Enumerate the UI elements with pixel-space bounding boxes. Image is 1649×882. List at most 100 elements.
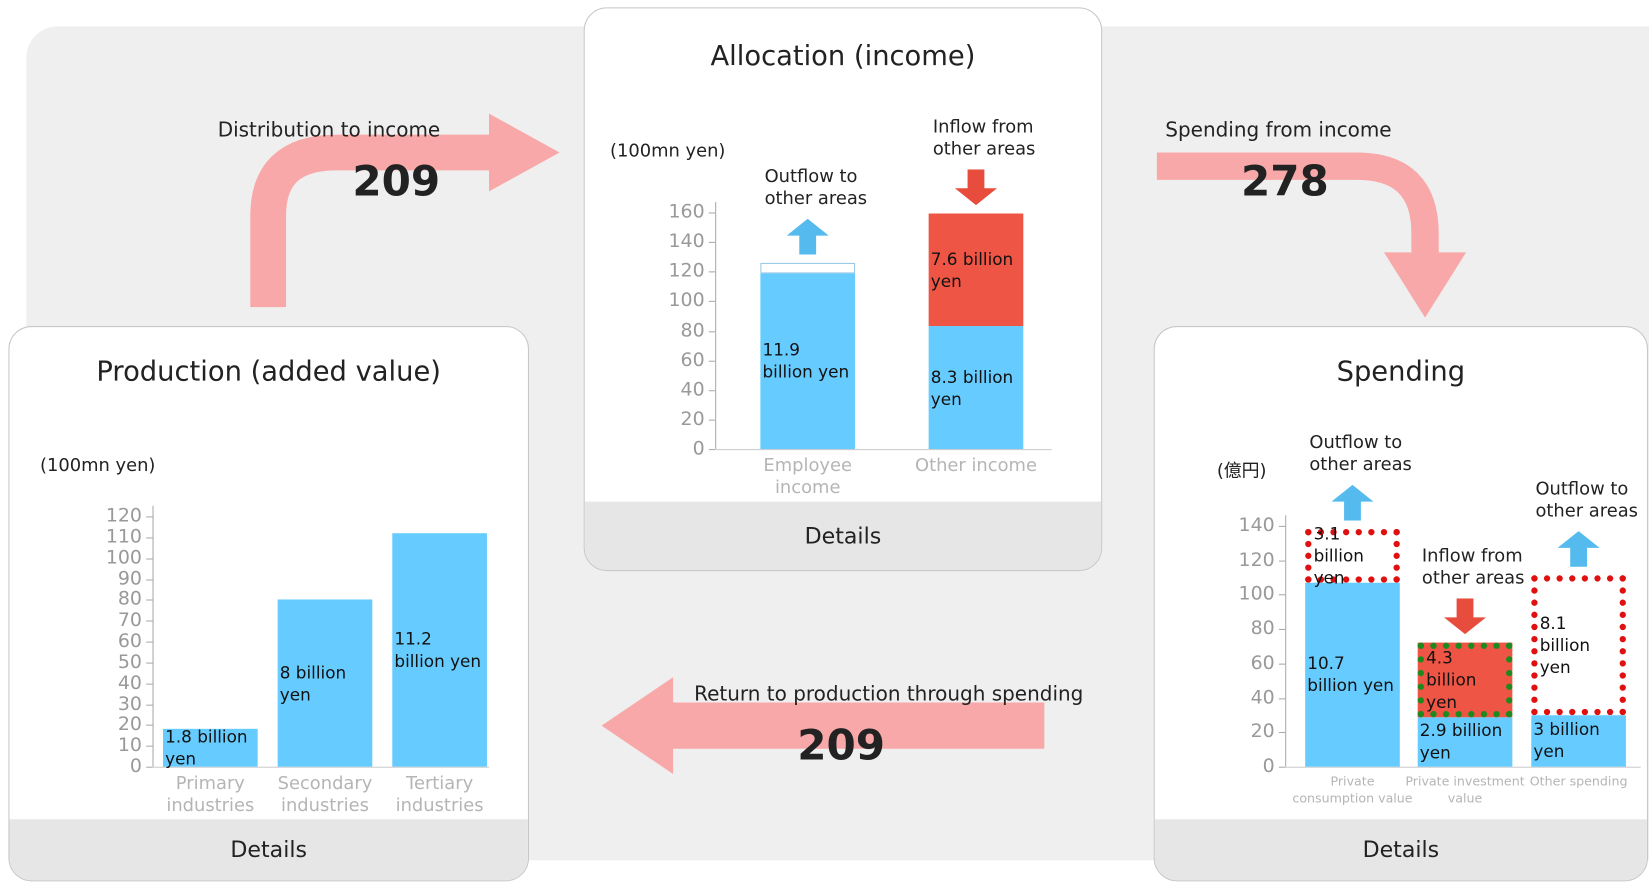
x-tick-label: Tertiary industries (395, 772, 484, 817)
flow-arrow-icon (1443, 598, 1487, 635)
flow-label: Spending from income (1165, 118, 1392, 142)
y-tick-mark (708, 330, 716, 332)
y-tick-label: 40 (117, 671, 142, 694)
y-tick-mark (1278, 525, 1286, 527)
arrow-shape (1557, 531, 1600, 568)
details-button[interactable]: Details (1154, 819, 1647, 881)
bar-segment: 10.7 billion yen (1305, 582, 1400, 767)
y-tick-label: 80 (680, 319, 705, 342)
annotation: Outflow to other areas (1535, 478, 1649, 568)
value-label: 8.1 billion yen (1539, 613, 1591, 678)
y-axis (715, 201, 717, 450)
flow-arrow-icon (954, 169, 998, 206)
bar-segment: 2.9 billion yen (1417, 716, 1513, 767)
y-tick-mark (708, 271, 716, 273)
annotation-text: Inflow from other areas (1421, 546, 1525, 590)
arrow-shape (1331, 485, 1374, 521)
y-axis (1285, 515, 1287, 767)
value-label: 3 billion yen (1533, 719, 1600, 762)
value-label: 8 billion yen (279, 662, 347, 705)
y-tick-label: 90 (117, 567, 142, 590)
bar-segment (760, 262, 856, 274)
value-label: 4.3 billion yen (1426, 647, 1477, 712)
y-tick-mark (708, 419, 716, 421)
y-tick-label: 160 (668, 200, 705, 223)
annotation-text: Outflow to other areas (1535, 478, 1638, 523)
x-axis (1285, 766, 1641, 768)
y-axis-label: (100mn yen) (609, 140, 726, 162)
flow-arrow-icon (786, 218, 829, 255)
bar-segment: 8.1 billion yen (1531, 575, 1626, 716)
y-tick-label: 100 (105, 546, 142, 569)
y-tick-label: 120 (1238, 548, 1275, 571)
y-tick-mark (146, 578, 153, 581)
annotation-text: Outflow to other areas (1309, 432, 1412, 476)
y-tick-label: 40 (1250, 686, 1275, 709)
bar-segment: 7.6 billion yen (928, 213, 1024, 327)
x-tick-label: Secondary industries (277, 772, 373, 817)
y-tick-label: 80 (1250, 617, 1275, 640)
y-tick-mark (708, 301, 716, 303)
y-tick-mark (146, 537, 153, 539)
y-tick-label: 20 (680, 407, 705, 431)
y-tick-mark (1278, 629, 1286, 631)
y-tick-label: 60 (1250, 651, 1275, 674)
y-tick-mark (708, 360, 716, 362)
y-tick-mark (146, 766, 153, 768)
flow-label: Distribution to income (217, 118, 441, 142)
x-tick-label: Other income (915, 455, 1037, 477)
y-tick-label: 120 (105, 504, 142, 527)
flow-label: Return to production through spending (694, 682, 1084, 706)
x-tick-label: Private investment value (1405, 774, 1525, 806)
y-tick-label: 70 (117, 609, 142, 632)
y-tick-mark (1278, 663, 1286, 665)
flow-value: 209 (352, 157, 441, 207)
annotation: Outflow to other areas (1309, 433, 1425, 521)
bar-segment: 11.9 billion yen (760, 273, 856, 450)
annotation-text: Outflow to other areas (764, 165, 868, 210)
y-axis-label: (100mn yen) (39, 455, 156, 477)
annotation-text: Inflow from other areas (932, 117, 1036, 161)
value-label: 2.9 billion yen (1419, 720, 1503, 763)
flow-arrow-icon (1557, 531, 1600, 568)
y-tick-mark (1278, 594, 1286, 596)
flow-arrow-icon (1331, 485, 1374, 521)
x-tick-label: Employee income (763, 455, 852, 499)
y-tick-label: 140 (668, 230, 705, 253)
flow-arrow-head (601, 677, 674, 775)
y-tick-mark (146, 516, 153, 518)
bar-segment: 3 billion yen (1531, 715, 1626, 767)
arrow-shape (954, 169, 998, 206)
x-axis (152, 766, 490, 768)
y-tick-label: 10 (117, 734, 142, 757)
y-tick-label: 80 (117, 588, 142, 611)
y-tick-mark (1278, 766, 1286, 768)
value-label: 7.6 billion yen (930, 249, 1014, 292)
annotation: Inflow from other areas (1421, 546, 1538, 635)
bar-segment: 1.8 billion yen (163, 727, 258, 769)
y-tick-label: 0 (1262, 755, 1275, 778)
y-tick-mark (1278, 697, 1286, 699)
bar-segment: 3.1 billion yen (1305, 524, 1400, 588)
bar-segment: 8.3 billion yen (928, 326, 1024, 450)
y-tick-label: 30 (117, 692, 142, 715)
flow-value: 209 (797, 721, 886, 770)
x-tick-label: Other spending (1529, 774, 1628, 789)
y-tick-mark (146, 745, 153, 747)
y-tick-mark (146, 620, 153, 622)
y-tick-mark (146, 704, 153, 706)
x-tick-label: Primary industries (166, 772, 255, 817)
y-tick-label: 60 (117, 629, 142, 653)
arrow-shape (1443, 598, 1487, 635)
y-tick-label: 120 (668, 260, 705, 283)
y-tick-label: 140 (1238, 514, 1275, 537)
details-button[interactable]: Details (584, 501, 1102, 571)
y-tick-label: 60 (680, 348, 705, 371)
y-tick-mark (1278, 560, 1286, 562)
y-tick-mark (708, 389, 716, 391)
value-label: 11.2 billion yen (394, 628, 482, 671)
y-axis-label: (億円) (1216, 460, 1267, 482)
details-button[interactable]: Details (9, 819, 528, 881)
